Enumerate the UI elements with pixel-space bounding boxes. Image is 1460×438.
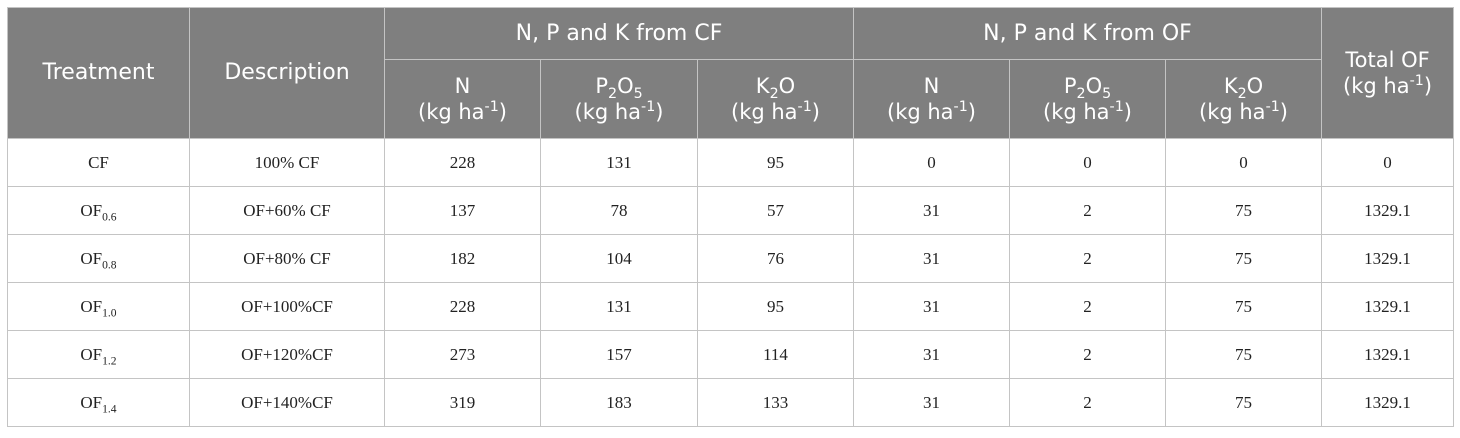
cell-total-of: 1329.1 [1321, 378, 1455, 427]
cell-cf-p2o5: 104 [540, 234, 698, 283]
cell-treatment: OF1.0 [7, 282, 190, 331]
header-of-group: N, P and K from OF [852, 7, 1323, 60]
cell-cf-n: 182 [384, 234, 541, 283]
cell-cf-p2o5: 78 [540, 186, 698, 235]
cell-of-k2o: 75 [1164, 330, 1323, 379]
cell-of-p2o5: 2 [1009, 186, 1166, 235]
header-unit: (kg ha-1) [418, 99, 507, 124]
cell-total-of: 0 [1321, 138, 1455, 187]
cell-of-p2o5: 2 [1009, 234, 1166, 283]
cell-of-k2o: 75 [1164, 282, 1323, 331]
cell-of-k2o: 75 [1164, 378, 1323, 427]
table-body: CF 100% CF 228 131 95 0 0 0 0 OF0.6 OF+6… [7, 138, 1455, 427]
cell-of-k2o: 75 [1164, 234, 1323, 283]
fertilizer-table: Treatment Description N, P and K from CF… [7, 7, 1455, 427]
cell-treatment: OF1.4 [7, 378, 190, 427]
header-unit: (kg ha-1) [574, 99, 664, 124]
cell-cf-k2o: 95 [697, 282, 854, 331]
cell-of-k2o: 0 [1164, 138, 1323, 187]
cell-cf-k2o: 57 [697, 186, 854, 235]
cell-treatment: OF1.2 [7, 330, 190, 379]
header-unit: (kg ha-1) [731, 99, 820, 124]
header-of-k2o: K2O (kg ha-1) [1164, 59, 1323, 139]
cell-of-p2o5: 2 [1009, 330, 1166, 379]
cell-treatment: CF [7, 138, 190, 187]
cell-cf-p2o5: 183 [540, 378, 698, 427]
cell-cf-k2o: 114 [697, 330, 854, 379]
cell-of-n: 31 [853, 378, 1010, 427]
cell-of-n: 31 [853, 186, 1010, 235]
cell-of-n: 31 [853, 282, 1010, 331]
cell-cf-p2o5: 157 [540, 330, 698, 379]
table-row: OF1.4 OF+140%CF 319 183 133 31 2 75 1329… [7, 378, 1455, 427]
cell-description: OF+120%CF [189, 330, 385, 379]
header-unit: (kg ha-1) [1199, 99, 1288, 124]
header-row-columns: N (kg ha-1) P2O5 (kg ha-1) K2O (kg ha-1)… [8, 59, 1454, 139]
header-description: Description [189, 7, 385, 139]
data-table-wrapper: Treatment Description N, P and K from CF… [7, 7, 1455, 427]
cell-of-p2o5: 2 [1009, 282, 1166, 331]
header-total-of-label: Total OF [1345, 48, 1430, 72]
table-row: OF0.8 OF+80% CF 182 104 76 31 2 75 1329.… [7, 234, 1455, 283]
cell-total-of: 1329.1 [1321, 234, 1455, 283]
header-cf-p2o5: P2O5 (kg ha-1) [540, 59, 698, 139]
cell-description: OF+80% CF [189, 234, 385, 283]
header-of-n: N (kg ha-1) [853, 59, 1010, 139]
table-row: CF 100% CF 228 131 95 0 0 0 0 [7, 138, 1455, 187]
header-cf-group: N, P and K from CF [384, 7, 854, 60]
cell-of-n: 31 [853, 330, 1010, 379]
cell-description: 100% CF [189, 138, 385, 187]
cell-of-k2o: 75 [1164, 186, 1323, 235]
cell-total-of: 1329.1 [1321, 186, 1455, 235]
cell-description: OF+140%CF [189, 378, 385, 427]
cell-of-p2o5: 0 [1009, 138, 1166, 187]
cell-cf-n: 228 [384, 282, 541, 331]
header-cf-k2o: K2O (kg ha-1) [697, 59, 854, 139]
cell-cf-k2o: 95 [697, 138, 854, 187]
cell-cf-n: 137 [384, 186, 541, 235]
header-cf-n: N (kg ha-1) [384, 59, 541, 139]
header-treatment: Treatment [7, 7, 190, 139]
header-of-p2o5: P2O5 (kg ha-1) [1009, 59, 1166, 139]
cell-of-n: 31 [853, 234, 1010, 283]
header-unit: (kg ha-1) [1043, 99, 1132, 124]
table-row: OF1.2 OF+120%CF 273 157 114 31 2 75 1329… [7, 330, 1455, 379]
cell-treatment: OF0.6 [7, 186, 190, 235]
cell-cf-k2o: 133 [697, 378, 854, 427]
cell-cf-p2o5: 131 [540, 282, 698, 331]
cell-treatment: OF0.8 [7, 234, 190, 283]
header-row-groups: Treatment Description N, P and K from CF… [7, 7, 1455, 139]
cell-of-p2o5: 2 [1009, 378, 1166, 427]
header-unit: (kg ha-1) [1343, 73, 1433, 98]
table-row: OF1.0 OF+100%CF 228 131 95 31 2 75 1329.… [7, 282, 1455, 331]
header-total-of: Total OF (kg ha-1) [1321, 7, 1455, 139]
cell-cf-n: 228 [384, 138, 541, 187]
cell-cf-k2o: 76 [697, 234, 854, 283]
cell-of-n: 0 [853, 138, 1010, 187]
cell-cf-n: 319 [384, 378, 541, 427]
cell-cf-p2o5: 131 [540, 138, 698, 187]
header-unit: (kg ha-1) [887, 99, 976, 124]
cell-total-of: 1329.1 [1321, 282, 1455, 331]
cell-description: OF+60% CF [189, 186, 385, 235]
cell-description: OF+100%CF [189, 282, 385, 331]
cell-total-of: 1329.1 [1321, 330, 1455, 379]
cell-cf-n: 273 [384, 330, 541, 379]
table-row: OF0.6 OF+60% CF 137 78 57 31 2 75 1329.1 [7, 186, 1455, 235]
